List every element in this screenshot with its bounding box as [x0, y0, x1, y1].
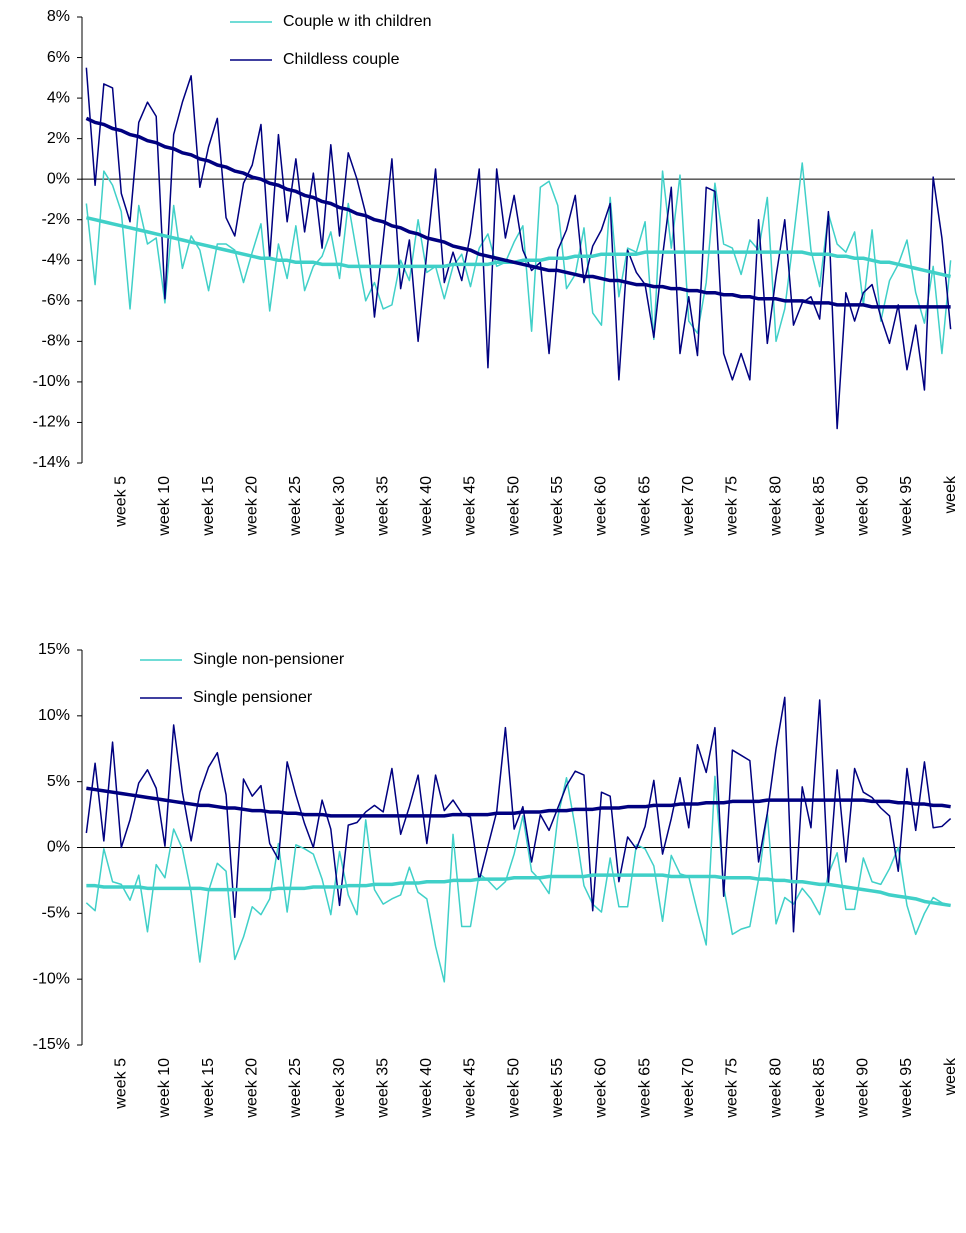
x-tick-label: week 75 — [724, 1058, 741, 1119]
y-tick-label: 10% — [38, 707, 70, 724]
y-tick-label: 8% — [47, 8, 70, 25]
x-tick-label: week 5 — [113, 476, 130, 528]
x-tick-label: week 30 — [331, 1058, 348, 1119]
x-tick-label: week 95 — [898, 1058, 915, 1119]
x-tick-label: week 55 — [549, 1058, 566, 1119]
y-tick-label: 6% — [47, 49, 70, 66]
legend-label: Single pensioner — [193, 689, 313, 706]
y-tick-label: -15% — [33, 1036, 70, 1053]
y-tick-label: -5% — [42, 905, 70, 922]
y-tick-label: 4% — [47, 89, 70, 106]
y-tick-label: 2% — [47, 130, 70, 147]
x-tick-label: week 35 — [374, 476, 391, 537]
x-tick-label: week 5 — [113, 1058, 130, 1110]
x-tick-label: week 70 — [680, 1058, 697, 1119]
x-tick-label: week 50 — [505, 1058, 522, 1119]
y-tick-label: 15% — [38, 641, 70, 658]
x-tick-label: week 70 — [680, 476, 697, 537]
x-tick-label: week 95 — [898, 476, 915, 537]
x-tick-label: week 45 — [462, 476, 479, 537]
x-tick-label: week — [942, 1057, 959, 1096]
x-tick-label: week 60 — [593, 476, 610, 537]
x-tick-label: week 15 — [200, 476, 217, 537]
y-tick-label: 0% — [47, 170, 70, 187]
data-line — [85, 67, 952, 430]
legend-label: Single non-pensioner — [193, 651, 345, 668]
x-tick-label: week 25 — [287, 1058, 304, 1119]
x-tick-label: week 85 — [811, 1058, 828, 1119]
x-tick-label: week 65 — [636, 476, 653, 537]
y-tick-label: -10% — [33, 373, 70, 390]
x-tick-label: week 10 — [156, 1058, 173, 1119]
data-line — [85, 162, 952, 355]
data-line — [86, 873, 951, 908]
x-tick-label: week 80 — [767, 1058, 784, 1119]
x-tick-label: week 90 — [855, 476, 872, 537]
x-tick-label: week 90 — [855, 1058, 872, 1119]
y-tick-label: -14% — [33, 454, 70, 471]
x-tick-label: week 20 — [243, 1058, 260, 1119]
x-tick-label: week 35 — [374, 1058, 391, 1119]
data-line — [86, 786, 951, 818]
y-tick-label: -6% — [42, 292, 70, 309]
x-tick-label: week 15 — [200, 1058, 217, 1119]
y-tick-label: -2% — [42, 211, 70, 228]
x-tick-label: week 75 — [724, 476, 741, 537]
data-line — [85, 775, 951, 983]
x-tick-label: week 30 — [331, 476, 348, 537]
data-line — [85, 696, 952, 933]
x-tick-label: week 45 — [462, 1058, 479, 1119]
data-line — [85, 116, 951, 309]
x-tick-label: week 10 — [156, 476, 173, 537]
x-tick-label: week 85 — [811, 476, 828, 537]
x-tick-label: week 40 — [418, 1058, 435, 1119]
x-tick-label: week 55 — [549, 476, 566, 537]
x-tick-label: week 50 — [505, 476, 522, 537]
y-tick-label: 0% — [47, 839, 70, 856]
x-tick-label: week 40 — [418, 476, 435, 537]
x-tick-label: week 25 — [287, 476, 304, 537]
y-tick-label: -8% — [42, 333, 70, 350]
legend-label: Couple w ith children — [283, 13, 432, 30]
x-tick-label: week 65 — [636, 1058, 653, 1119]
x-tick-label: week 60 — [593, 1058, 610, 1119]
x-tick-label: week 20 — [243, 476, 260, 537]
legend-label: Childless couple — [283, 51, 400, 68]
y-tick-label: -12% — [33, 414, 70, 431]
y-tick-label: -4% — [42, 251, 70, 268]
x-tick-label: week 80 — [767, 476, 784, 537]
y-tick-label: 5% — [47, 773, 70, 790]
y-tick-label: -10% — [33, 970, 70, 987]
x-tick-label: week — [942, 475, 959, 514]
data-line — [85, 215, 952, 279]
